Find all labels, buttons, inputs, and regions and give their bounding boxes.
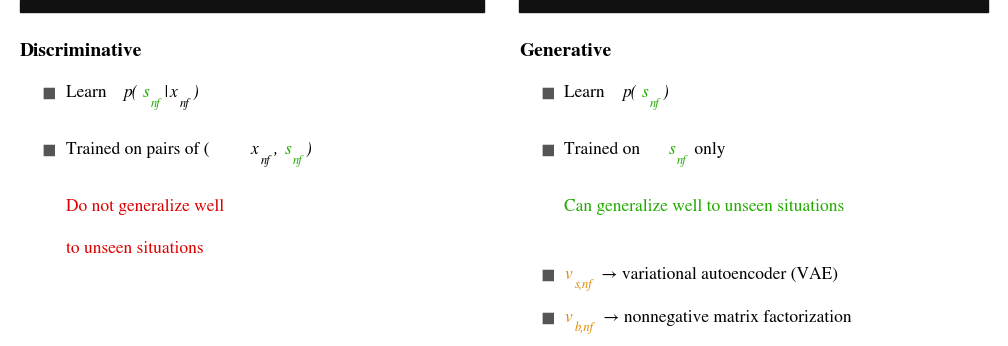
Text: s,nf: s,nf	[575, 279, 593, 291]
Text: ■: ■	[42, 86, 55, 100]
Text: Can generalize well to unseen situations: Can generalize well to unseen situations	[564, 199, 845, 215]
Text: ✔: ✔	[538, 197, 543, 215]
Text: Discriminative: Discriminative	[20, 43, 142, 60]
Text: s: s	[284, 141, 291, 158]
Text: → variational autoencoder (VAE): → variational autoencoder (VAE)	[598, 266, 839, 283]
Text: ): )	[305, 141, 311, 158]
Text: ,: ,	[273, 141, 282, 158]
Text: nf: nf	[677, 154, 686, 167]
Text: ■: ■	[541, 144, 554, 157]
Text: v: v	[564, 309, 573, 326]
Text: x: x	[251, 141, 258, 158]
Bar	[20, 0, 484, 12]
Text: Trained on: Trained on	[564, 142, 645, 158]
Text: to unseen situations: to unseen situations	[66, 240, 204, 257]
Text: s: s	[641, 84, 648, 101]
Text: → nonnegative matrix factorization: → nonnegative matrix factorization	[599, 310, 852, 326]
Text: nf: nf	[179, 97, 190, 110]
Text: Learn: Learn	[564, 85, 610, 101]
Text: nf: nf	[151, 97, 160, 110]
Text: s: s	[668, 141, 675, 158]
Text: b,nf: b,nf	[575, 322, 594, 335]
Text: ■: ■	[541, 86, 554, 100]
Text: ■: ■	[42, 144, 55, 157]
Text: v: v	[564, 266, 573, 283]
Text: ): )	[662, 84, 668, 101]
Text: p(: p(	[124, 84, 138, 101]
Text: ■: ■	[541, 311, 554, 325]
Text: Do not generalize well: Do not generalize well	[66, 199, 224, 215]
Text: ): )	[193, 84, 198, 101]
Text: Learn: Learn	[66, 85, 111, 101]
Text: Generative: Generative	[519, 43, 611, 60]
Text: ■: ■	[541, 268, 554, 282]
Text: nf: nf	[293, 154, 303, 167]
Text: only: only	[689, 142, 725, 158]
Text: |: |	[163, 84, 168, 101]
Text: p(: p(	[623, 84, 637, 101]
Text: ✘: ✘	[39, 197, 44, 215]
Text: Trained on pairs of (: Trained on pairs of (	[66, 142, 209, 158]
Text: x: x	[169, 84, 177, 101]
Bar	[519, 0, 988, 12]
Text: nf: nf	[650, 97, 659, 110]
Text: s: s	[142, 84, 149, 101]
Text: nf: nf	[261, 154, 270, 167]
